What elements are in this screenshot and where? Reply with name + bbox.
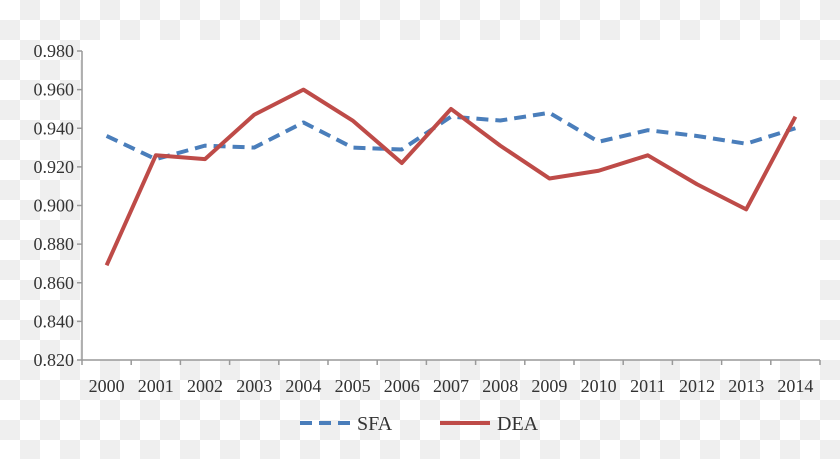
y-axis: 0.820 0.840 0.860 0.880 0.900 0.920 0.940 0.960… xyxy=(34,41,83,370)
x-tick-label: 2003 xyxy=(236,376,272,396)
x-tick-label: 2006 xyxy=(384,376,420,396)
x-tick-label: 2011 xyxy=(630,376,665,396)
y-tick-label: 0.840 xyxy=(34,311,75,331)
x-tick-label: 2004 xyxy=(285,376,321,396)
legend-label-dea: DEA xyxy=(497,413,539,435)
legend: SFA DEA xyxy=(300,413,539,435)
x-tick-label: 2009 xyxy=(531,376,567,396)
x-axis: 2000 2001 2002 2003 2004 2005 2006 2007 2008 2009… xyxy=(82,360,820,396)
y-tick-label: 0.920 xyxy=(34,157,75,177)
plot-area xyxy=(82,40,820,360)
y-tick-label: 0.880 xyxy=(34,234,75,254)
x-tick-label: 2014 xyxy=(777,376,813,396)
x-tick-label: 2010 xyxy=(581,376,617,396)
x-tick-label: 2002 xyxy=(187,376,223,396)
x-tick-label: 2013 xyxy=(728,376,764,396)
y-tick-label: 0.980 xyxy=(34,41,75,61)
legend-label-sfa: SFA xyxy=(357,413,393,435)
x-tick-label: 2008 xyxy=(482,376,518,396)
x-tick-label: 2005 xyxy=(335,376,371,396)
y-tick-label: 0.960 xyxy=(34,80,75,100)
y-tick-label: 0.940 xyxy=(34,118,75,138)
y-tick-label: 0.820 xyxy=(34,350,75,370)
x-tick-label: 2012 xyxy=(679,376,715,396)
x-tick-label: 2007 xyxy=(433,376,469,396)
y-tick-label: 0.900 xyxy=(34,196,75,216)
x-tick-label: 2000 xyxy=(89,376,125,396)
y-tick-label: 0.860 xyxy=(34,273,75,293)
x-tick-label: 2001 xyxy=(138,376,174,396)
